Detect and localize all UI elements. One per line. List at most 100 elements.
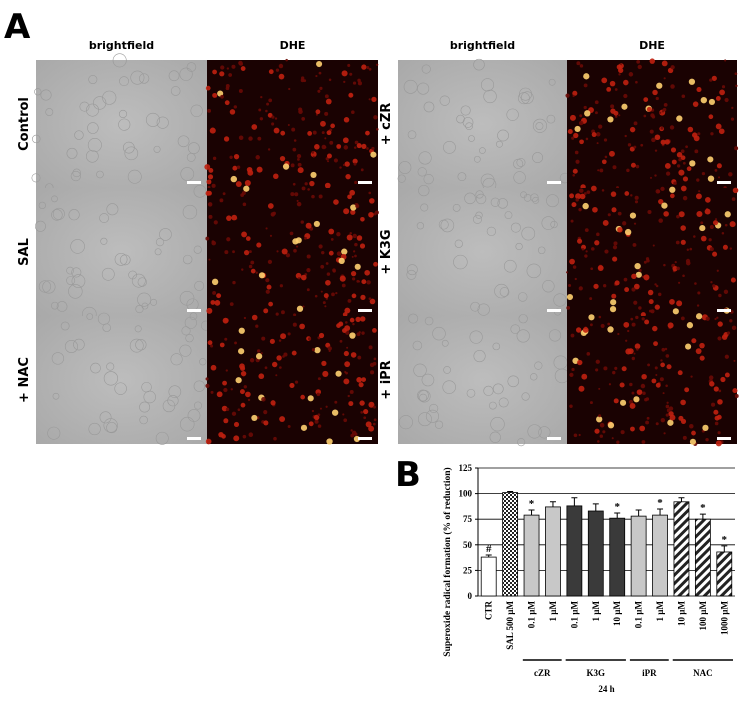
cell-signal (349, 317, 355, 323)
cell (516, 158, 526, 167)
cell-signal (321, 131, 325, 135)
cell-signal (597, 440, 600, 443)
cell-signal (349, 189, 356, 196)
cell (179, 416, 195, 432)
cell (488, 401, 497, 410)
cell (421, 64, 431, 74)
cell (460, 105, 471, 116)
cell-signal (347, 194, 352, 200)
cell-signal (629, 382, 633, 387)
cell-signal (628, 72, 634, 77)
cell-signal (288, 87, 291, 91)
cell (130, 70, 145, 85)
cell-signal (320, 120, 326, 127)
cell-signal (685, 145, 688, 149)
cell (66, 276, 76, 285)
cell-signal (207, 174, 214, 180)
cell-signal (256, 349, 261, 353)
cell-signal (704, 197, 711, 203)
cell (403, 79, 418, 94)
cell (537, 246, 546, 255)
cell-signal (210, 364, 217, 371)
cell-signal (341, 248, 348, 255)
cell-signal (343, 208, 350, 215)
cell-signal (273, 127, 280, 134)
cell (181, 326, 191, 336)
cell-signal (588, 314, 595, 321)
cell-signal (332, 268, 336, 273)
cell-signal (713, 386, 719, 392)
cell-signal (232, 250, 235, 254)
cell (521, 392, 530, 401)
cell-signal (307, 131, 313, 136)
cell-signal (369, 298, 376, 305)
cell-signal (569, 193, 575, 199)
cell-signal (660, 362, 665, 368)
row-label: + NAC (17, 357, 32, 403)
cell-signal (345, 321, 348, 324)
cell-signal (614, 88, 618, 91)
cell-signal (267, 148, 271, 151)
cell (153, 145, 161, 153)
cell-signal (716, 163, 722, 169)
cell (102, 90, 117, 105)
cell-signal (690, 375, 693, 378)
cell-signal (578, 385, 585, 392)
cell-signal (355, 203, 360, 209)
cell (135, 304, 144, 314)
cell (497, 129, 509, 142)
cell-signal (569, 372, 574, 378)
cell-signal (649, 58, 655, 64)
cell-signal (297, 167, 304, 174)
cell-signal (689, 423, 694, 429)
cell-signal (687, 126, 694, 133)
cell (155, 431, 169, 445)
cell-signal (287, 123, 290, 127)
cell-signal (633, 352, 636, 355)
cell-signal (232, 280, 236, 285)
cell (34, 88, 42, 96)
cell-signal (213, 220, 218, 225)
cell (139, 73, 150, 84)
cell-signal (318, 71, 322, 75)
cell-signal (583, 192, 587, 195)
cell-signal (311, 409, 315, 413)
cell (520, 191, 527, 199)
cell (470, 301, 481, 312)
cell-signal (596, 232, 600, 237)
cell-signal (336, 251, 342, 256)
cell-signal (260, 95, 263, 99)
cell-signal (375, 63, 379, 67)
cell-signal (295, 272, 302, 279)
brightfield-image (398, 188, 567, 316)
cell-signal (624, 191, 630, 196)
cell-signal (670, 193, 675, 199)
cell-signal (599, 434, 604, 438)
cell-signal (234, 341, 238, 345)
x-tick-label: 1000 µM (719, 601, 729, 635)
cell-signal (351, 110, 355, 115)
cell-signal (609, 306, 617, 313)
cell (179, 67, 193, 81)
cell-signal (734, 146, 739, 151)
cell (93, 96, 107, 110)
cell-signal (318, 332, 325, 339)
cell-signal (724, 223, 728, 227)
cell-signal (293, 248, 297, 253)
cell-signal (339, 275, 346, 282)
cell-signal (251, 124, 258, 130)
cell-signal (238, 327, 245, 334)
cell-signal (665, 413, 669, 417)
cell-signal (602, 430, 606, 434)
cell-signal (646, 258, 650, 263)
cell-signal (347, 63, 351, 67)
cell-signal (676, 300, 683, 307)
significance-marker: * (529, 498, 535, 510)
error-bar (592, 503, 599, 512)
cell-signal (691, 430, 696, 436)
cell-signal (287, 332, 291, 336)
cell-signal (207, 340, 213, 346)
cell-signal (590, 185, 597, 192)
cell-signal (571, 367, 575, 372)
cell-signal (325, 98, 332, 105)
